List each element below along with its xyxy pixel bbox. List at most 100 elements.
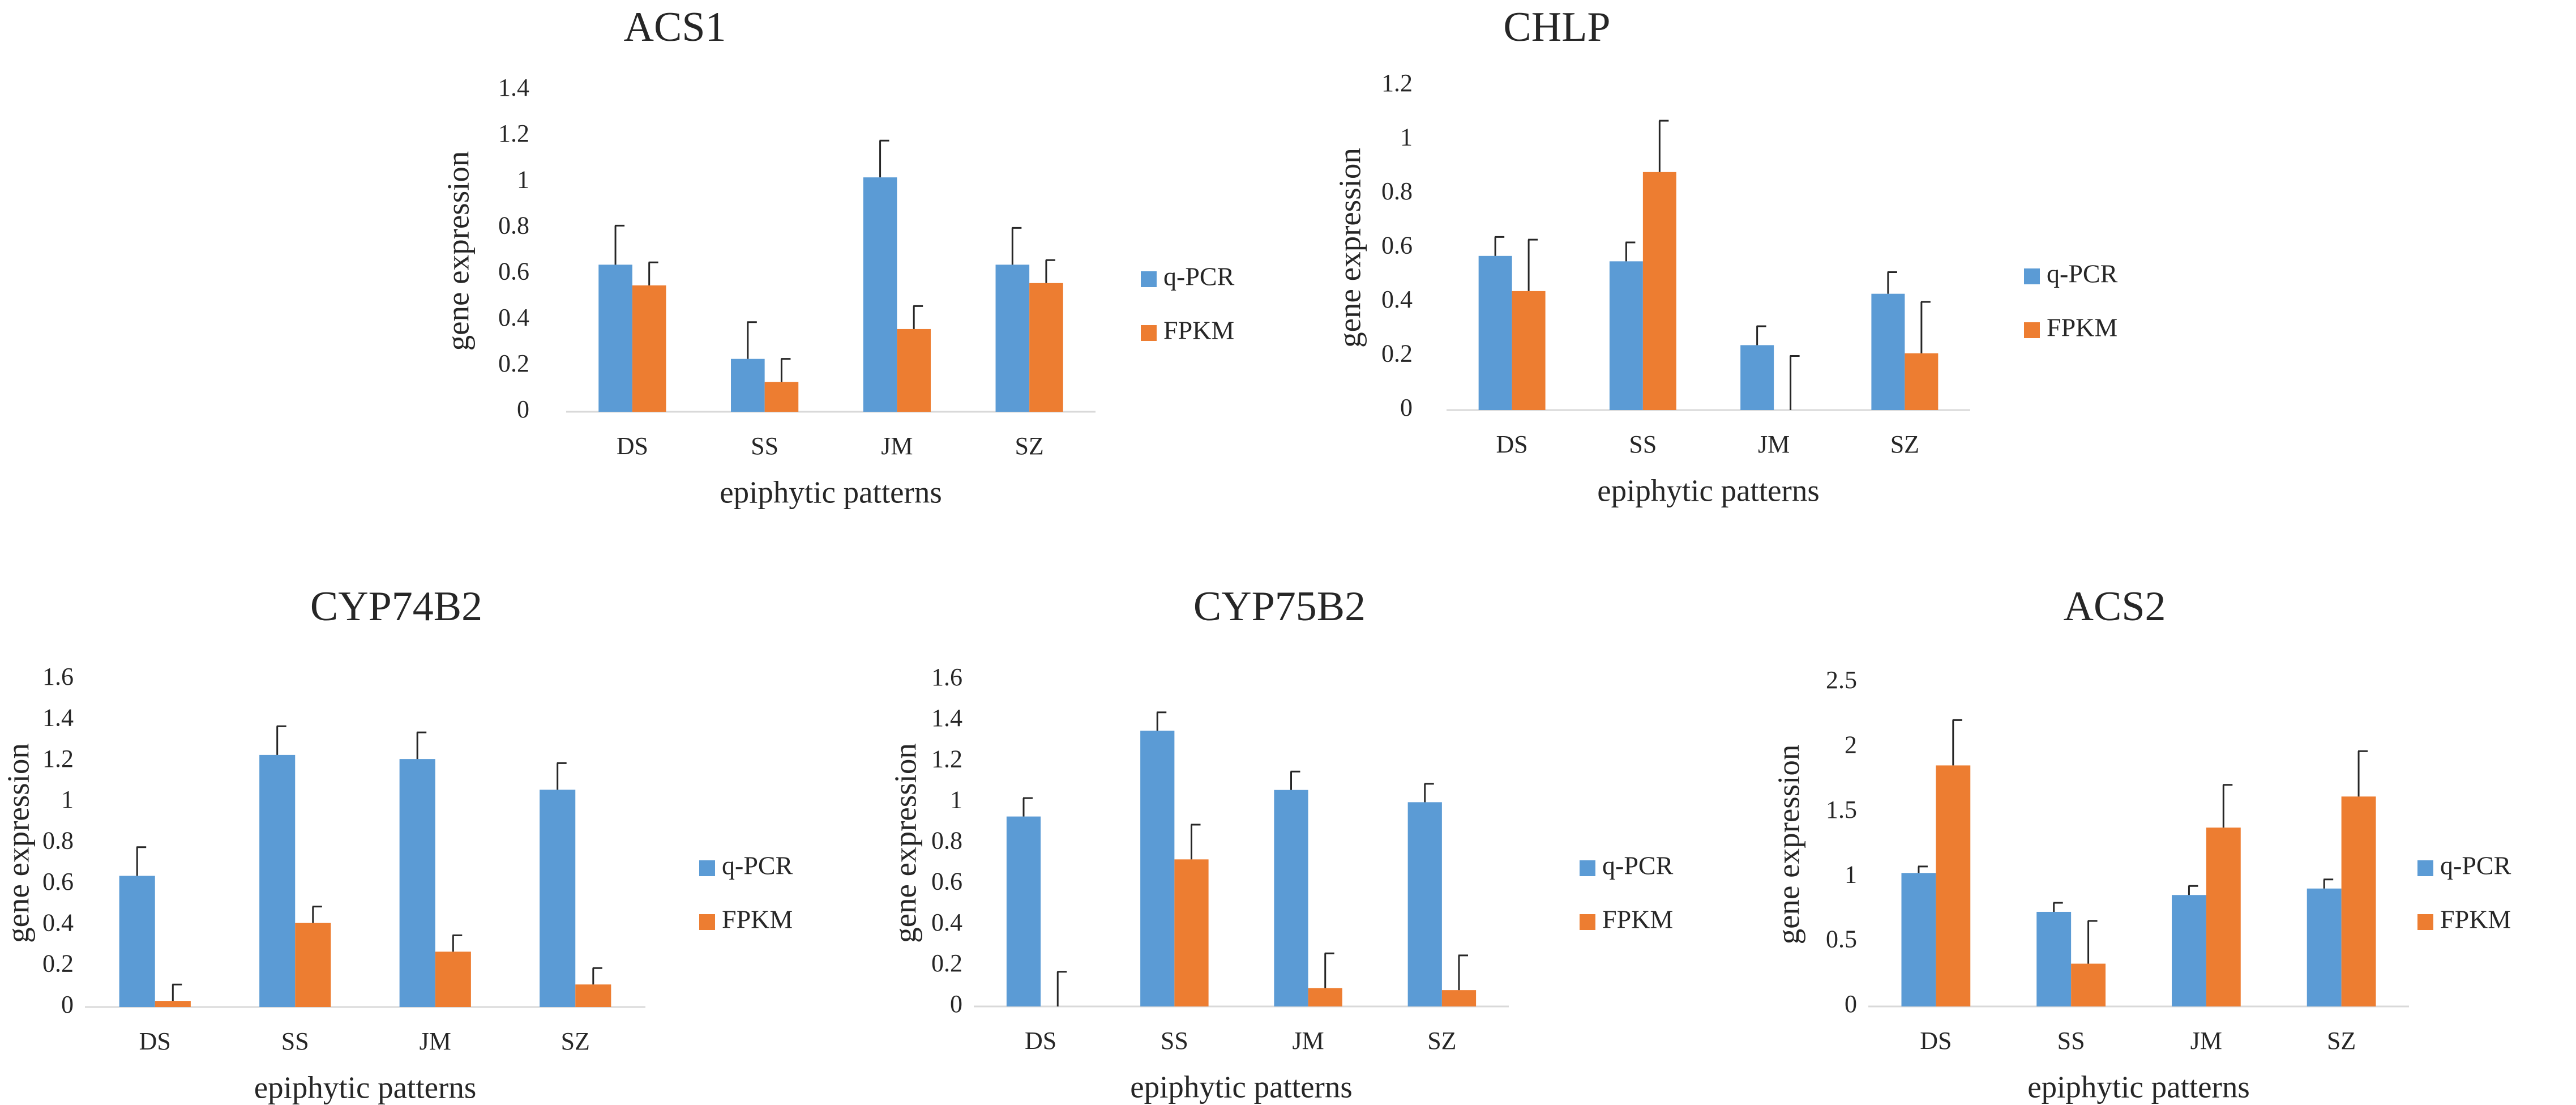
bar-fpkm-jm bbox=[897, 328, 931, 412]
y-tick-label: 0.6 bbox=[931, 868, 962, 895]
bar-q-pcr-sz bbox=[1871, 293, 1905, 410]
x-tick-label: SZ bbox=[1427, 1027, 1456, 1055]
y-tick-label: 0.2 bbox=[1381, 340, 1413, 368]
bar-q-pcr-jm bbox=[1740, 345, 1774, 410]
y-tick-label: 0.8 bbox=[1381, 177, 1413, 205]
y-tick-label: 1.6 bbox=[42, 663, 74, 690]
y-tick-label: 0.2 bbox=[498, 349, 529, 377]
legend-label: FPKM bbox=[1163, 316, 1234, 345]
x-tick-label: JM bbox=[2190, 1027, 2222, 1055]
bar-fpkm-ss bbox=[1642, 172, 1676, 410]
legend-label: q-PCR bbox=[722, 851, 793, 880]
legend: q-PCR FPKM bbox=[1141, 262, 1235, 345]
legend-label: q-PCR bbox=[2047, 259, 2118, 288]
legend-label: FPKM bbox=[2440, 905, 2511, 934]
y-axis-label: gene expression bbox=[1333, 148, 1367, 348]
legend-swatch-q-pcr bbox=[2417, 860, 2433, 876]
chart-panel-cyp74b2: CYP74B2 0 0.2 0.4 0.6 0.8 1 1.2 1.4 1.6 DS SS JM SZ ep… bbox=[1, 583, 793, 1105]
bar-q-pcr-sz bbox=[1407, 802, 1442, 1006]
chart-panel-acs1: ACS1 0 0.2 0.4 0.6 0.8 1 1.2 1.4 DS SS JM SZ epiphyti… bbox=[441, 4, 1235, 510]
legend-label: FPKM bbox=[1602, 905, 1673, 934]
x-tick-label: JM bbox=[1758, 430, 1790, 458]
legend-swatch-fpkm bbox=[2417, 914, 2433, 930]
x-tick-label: SS bbox=[1161, 1027, 1188, 1055]
y-tick-label: 0.8 bbox=[498, 212, 529, 240]
legend: q-PCR FPKM bbox=[2417, 851, 2511, 934]
x-tick-label: SZ bbox=[561, 1027, 590, 1055]
bar-q-pcr-ss bbox=[259, 754, 296, 1007]
bar-fpkm-sz bbox=[1441, 990, 1477, 1006]
bar-q-pcr-jm bbox=[863, 177, 897, 412]
chart-title: ACS1 bbox=[624, 4, 726, 50]
x-tick-label: SS bbox=[751, 432, 778, 460]
x-tick-label: DS bbox=[139, 1027, 171, 1055]
x-tick-label: SZ bbox=[2327, 1027, 2356, 1055]
chart-title: CYP75B2 bbox=[1193, 583, 1366, 630]
bar-fpkm-jm bbox=[1308, 988, 1342, 1006]
legend-swatch-q-pcr bbox=[1141, 271, 1157, 287]
bar-q-pcr-ds bbox=[598, 264, 632, 412]
bar-q-pcr-ss bbox=[1140, 731, 1175, 1006]
bar-q-pcr-sz bbox=[540, 790, 576, 1007]
y-axis-label: gene expression bbox=[441, 151, 476, 351]
y-tick-label: 0.6 bbox=[1381, 232, 1413, 259]
x-tick-label: SZ bbox=[1890, 430, 1919, 458]
y-tick-label: 2.5 bbox=[1826, 666, 1857, 694]
y-tick-label: 1.2 bbox=[498, 120, 529, 147]
y-tick-label: 1.4 bbox=[931, 704, 962, 732]
bar-fpkm-ds bbox=[155, 1001, 191, 1007]
y-tick-label: 2 bbox=[1845, 731, 1857, 758]
y-tick-label: 0.4 bbox=[931, 908, 962, 936]
legend-swatch-fpkm bbox=[2024, 322, 2040, 338]
bar-q-pcr-ds bbox=[1901, 873, 1936, 1006]
y-tick-label: 1.2 bbox=[931, 745, 962, 773]
y-tick-label: 0.2 bbox=[931, 949, 962, 977]
y-tick-label: 1.6 bbox=[931, 663, 962, 691]
x-tick-label: SS bbox=[2057, 1027, 2085, 1055]
chart-title: CYP74B2 bbox=[310, 583, 482, 630]
y-tick-label: 0.8 bbox=[42, 827, 74, 855]
y-tick-label: 0 bbox=[1400, 394, 1413, 421]
y-tick-label: 0.6 bbox=[42, 868, 74, 895]
chart-panel-chlp: CHLP 0 0.2 0.4 0.6 0.8 1 1.2 DS SS JM SZ epiphytic p… bbox=[1333, 4, 2118, 508]
x-axis-label: epiphytic patterns bbox=[1130, 1070, 1353, 1104]
x-tick-label: DS bbox=[617, 432, 648, 460]
y-tick-label: 0.4 bbox=[42, 908, 74, 936]
bar-fpkm-ds bbox=[1512, 291, 1546, 410]
bar-fpkm-ds bbox=[632, 285, 666, 412]
y-tick-label: 1.4 bbox=[498, 74, 529, 101]
bar-fpkm-sz bbox=[1905, 353, 1939, 410]
x-tick-label: DS bbox=[1920, 1027, 1952, 1055]
x-tick-label: JM bbox=[420, 1027, 451, 1055]
bar-fpkm-sz bbox=[1029, 283, 1063, 412]
y-tick-label: 1.5 bbox=[1826, 796, 1857, 824]
legend-swatch-fpkm bbox=[699, 914, 715, 930]
y-tick-label: 0 bbox=[517, 395, 529, 423]
bar-q-pcr-ss bbox=[731, 359, 765, 412]
x-tick-label: JM bbox=[1293, 1027, 1324, 1055]
legend-swatch-q-pcr bbox=[2024, 268, 2040, 284]
y-tick-label: 1 bbox=[61, 786, 74, 813]
legend-label: FPKM bbox=[2047, 313, 2117, 342]
bar-q-pcr-ds bbox=[1006, 816, 1041, 1006]
y-tick-label: 1.2 bbox=[1381, 69, 1413, 97]
y-axis-label: gene expression bbox=[1771, 745, 1806, 945]
x-tick-label: DS bbox=[1025, 1027, 1056, 1055]
bar-q-pcr-ss bbox=[2036, 911, 2072, 1006]
x-tick-label: SZ bbox=[1015, 432, 1043, 460]
x-tick-label: SS bbox=[281, 1027, 309, 1055]
x-axis-label: epiphytic patterns bbox=[2027, 1070, 2250, 1104]
bar-q-pcr-jm bbox=[2171, 895, 2206, 1006]
bar-q-pcr-ds bbox=[1478, 255, 1512, 410]
legend: q-PCR FPKM bbox=[1580, 851, 1674, 934]
chart-panel-cyp75b2: CYP75B2 0 0.2 0.4 0.6 0.8 1 1.2 1.4 1.6 DS SS JM SZ ep… bbox=[888, 583, 1674, 1104]
y-tick-label: 1 bbox=[950, 786, 962, 813]
bar-q-pcr-ds bbox=[119, 876, 155, 1007]
bar-fpkm-jm bbox=[2206, 827, 2241, 1006]
legend: q-PCR FPKM bbox=[699, 851, 793, 934]
y-tick-label: 0.4 bbox=[1381, 285, 1413, 313]
y-axis-label: gene expression bbox=[888, 743, 923, 943]
chart-title: ACS2 bbox=[2064, 583, 2166, 630]
legend-swatch-q-pcr bbox=[699, 860, 715, 876]
